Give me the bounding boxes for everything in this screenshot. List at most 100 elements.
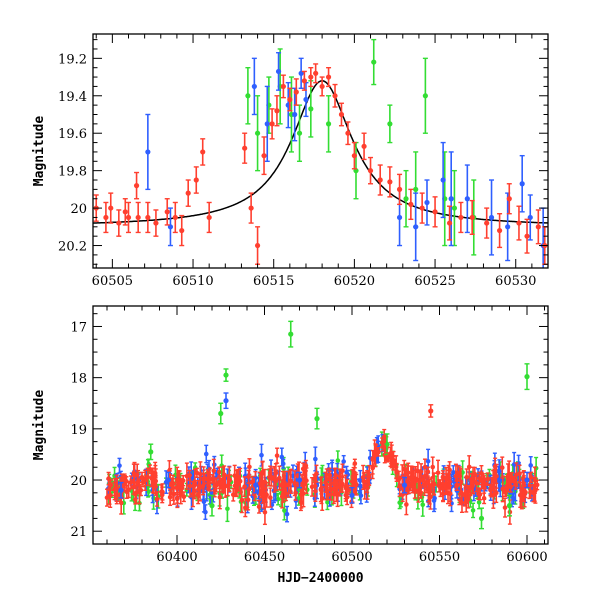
data-point <box>137 489 142 494</box>
data-point <box>148 449 154 455</box>
data-point <box>463 499 469 505</box>
data-point <box>469 214 475 221</box>
data-point <box>260 471 265 476</box>
data-point <box>532 477 538 483</box>
data-point <box>292 480 298 486</box>
x-tick-label: 60520 <box>334 274 375 289</box>
data-point <box>485 476 491 482</box>
data-point <box>112 486 117 492</box>
data-point <box>351 478 356 483</box>
data-point <box>187 483 193 489</box>
data-point <box>175 495 180 501</box>
data-point <box>506 503 513 509</box>
data-point <box>422 483 427 488</box>
data-point <box>176 476 181 482</box>
data-point <box>387 121 393 127</box>
data-point <box>422 464 428 470</box>
data-point <box>394 468 399 474</box>
data-point <box>528 463 534 468</box>
data-point <box>174 485 180 491</box>
data-point <box>524 374 530 380</box>
x-tick-label: 60600 <box>506 550 547 565</box>
data-point <box>217 494 223 500</box>
data-point <box>221 472 227 477</box>
data-point <box>424 199 430 206</box>
data-point <box>118 487 124 493</box>
x-tick-label: 60400 <box>156 550 197 565</box>
data-point <box>516 220 522 226</box>
data-point <box>264 121 270 127</box>
data-point <box>454 482 460 488</box>
data-point <box>125 214 132 221</box>
data-point <box>358 493 364 498</box>
data-point <box>116 220 122 226</box>
data-point <box>280 83 286 90</box>
data-point <box>239 497 245 503</box>
data-point <box>340 468 345 474</box>
data-point <box>338 480 344 486</box>
data-point <box>371 59 377 65</box>
data-point <box>245 497 251 503</box>
data-point <box>448 196 454 202</box>
data-point <box>212 488 217 493</box>
data-point <box>319 487 324 493</box>
data-point <box>489 485 494 490</box>
data-point <box>221 484 226 490</box>
data-point <box>425 469 431 474</box>
data-point <box>343 484 348 490</box>
data-point <box>493 490 499 496</box>
data-point <box>351 153 357 159</box>
data-point <box>377 177 383 183</box>
y-tick-label: 20.2 <box>58 240 87 255</box>
data-point <box>195 492 201 497</box>
y-tick-label: 19.8 <box>58 165 87 180</box>
data-point <box>282 487 288 493</box>
data-point <box>308 74 314 80</box>
data-point <box>206 480 212 486</box>
data-point <box>218 481 224 487</box>
model-curve <box>93 80 548 224</box>
y-tick-label: 17 <box>70 320 87 335</box>
data-point <box>223 372 229 378</box>
data-point <box>345 130 351 136</box>
data-point <box>425 458 431 464</box>
data-point <box>361 478 367 484</box>
data-point <box>159 492 165 498</box>
data-point <box>145 149 151 155</box>
data-point <box>309 484 315 490</box>
data-point <box>325 121 332 127</box>
data-point <box>506 477 513 483</box>
data-point <box>165 477 171 483</box>
data-point <box>216 469 222 475</box>
data-point <box>170 485 176 491</box>
data-point <box>492 477 497 483</box>
data-point <box>325 74 332 80</box>
data-point <box>200 483 206 489</box>
data-point <box>313 456 318 462</box>
data-point <box>308 106 314 112</box>
data-point <box>242 484 247 489</box>
data-point <box>324 472 330 478</box>
plot-frame <box>92 33 549 269</box>
data-point <box>253 482 259 488</box>
data-point <box>279 494 285 499</box>
data-point <box>312 476 317 481</box>
data-point <box>126 487 132 492</box>
data-point <box>387 179 393 185</box>
data-point <box>431 481 437 487</box>
data-point <box>153 473 158 478</box>
data-point <box>422 93 428 99</box>
data-point <box>172 214 178 221</box>
data-point <box>528 474 534 480</box>
y-tick-label: 20 <box>70 202 87 217</box>
data-point <box>200 149 206 155</box>
data-point <box>274 453 280 458</box>
data-point <box>397 483 403 489</box>
data-point <box>292 111 298 118</box>
data-point <box>275 68 282 75</box>
data-point <box>325 499 330 505</box>
data-point <box>484 220 490 226</box>
data-point <box>248 205 254 211</box>
data-point <box>332 93 338 99</box>
data-point <box>201 499 207 505</box>
